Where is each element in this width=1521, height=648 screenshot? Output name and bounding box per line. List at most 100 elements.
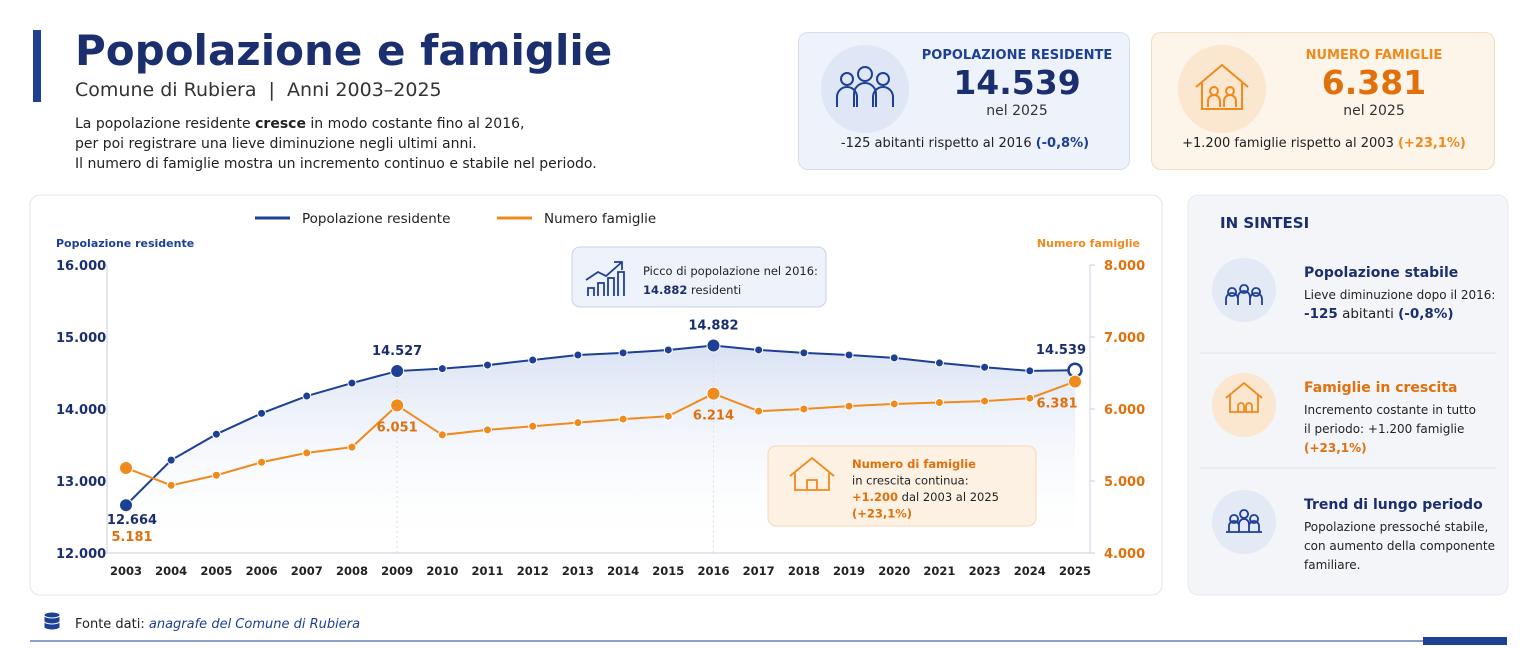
data-point [663,345,673,355]
data-label: 14.539 [1036,343,1086,358]
x-tick-label: 2025 [1059,564,1091,578]
text-run: Incremento costante in tutto [1304,403,1476,417]
data-point [211,429,221,439]
data-label: 5.181 [111,530,152,545]
text-run: abitanti [1338,306,1398,322]
x-tick-label: 2024 [1014,564,1046,578]
data-point [257,457,267,467]
x-tick-label: 2003 [110,564,142,578]
data-point [257,408,267,418]
data-point [347,442,357,452]
summary-icon-bg [1212,258,1276,322]
text-run: Lieve diminuzione dopo il 2016: [1304,288,1495,302]
page-title: Popolazione e famiglie [75,26,613,75]
y-axis-title: Popolazione residente [56,237,194,250]
y2-tick-label: 7.000 [1104,331,1145,346]
text-run: familiare. [1304,558,1361,572]
text-run: in crescita continua: [852,474,969,488]
data-point [934,398,944,408]
x-tick-label: 2021 [923,564,955,578]
data-point [573,418,583,428]
description: La popolazione residente cresce in modo … [75,114,597,174]
x-tick-label: 2018 [788,564,820,578]
accent-bar [33,30,41,102]
data-point [618,348,628,358]
x-tick-label: 2020 [878,564,910,578]
summary-icon [1225,381,1263,413]
text-run: -125 [1304,306,1338,322]
data-point [799,404,809,414]
text-run: Popolazione pressoché stabile, [1304,520,1488,534]
x-tick-label: 2019 [833,564,865,578]
data-point [980,362,990,372]
y2-tick-label: 8.000 [1104,259,1145,274]
text-run: dal 2003 al 2025 [898,490,999,504]
description-line: Il numero di famiglie mostra un incremen… [75,154,597,174]
page-subtitle: Comune di Rubiera | Anni 2003–2025 [75,79,442,101]
x-tick-label: 2023 [969,564,1001,578]
y-tick-label: 12.000 [56,547,106,562]
data-point [483,360,493,370]
x-tick-label: 2010 [426,564,458,578]
data-point [889,399,899,409]
annotation-text: (+23,1%) [852,507,912,521]
data-point [1025,393,1035,403]
icon-shape [789,456,835,491]
data-point [166,455,176,465]
series-line [125,380,1076,487]
x-tick-label: 2015 [652,564,684,578]
annotation-text: in crescita continua: [852,474,969,488]
x-tick-label: 2011 [472,564,504,578]
text-run: La popolazione residente [75,116,256,132]
data-point [119,498,133,513]
text-run: (+23,1%) [1304,441,1367,455]
text-run: +1.200 famiglie rispetto al 2003 [1182,136,1398,151]
annotation-text: Numero di famiglie [852,457,976,471]
summary-icon-bg [1212,490,1276,554]
card-sub: nel 2025 [1343,103,1405,119]
x-tick-label: 2006 [246,564,278,578]
source-text: Fonte dati: anagrafe del Comune di Rubie… [75,617,360,632]
summary-item-title: Trend di lungo periodo [1304,497,1483,513]
data-label: 6.214 [693,409,734,424]
icon [821,45,909,133]
summary-text: familiare. [1304,558,1361,572]
y-tick-label: 14.000 [56,403,106,418]
y2-tick-label: 6.000 [1104,403,1145,418]
summary-text: con aumento della componente [1304,539,1495,553]
x-tick-label: 2014 [607,564,639,578]
summary-item-title: Famiglie in crescita [1304,380,1457,396]
data-point [390,364,405,379]
data-point [934,358,944,368]
x-tick-label: 2009 [381,564,413,578]
card-note: -125 abitanti rispetto al 2016 (-0,8%) [799,136,1131,151]
summary-text: Popolazione pressoché stabile, [1304,520,1488,534]
data-point [844,350,854,360]
annotation-text: 14.882 residenti [643,283,741,297]
data-point [573,350,583,360]
data-point [528,355,538,365]
x-tick-label: 2005 [200,564,232,578]
annotation-box [571,246,827,308]
text-run: il periodo: +1.200 famiglie [1304,422,1464,436]
data-point [754,345,764,355]
data-label: 6.051 [377,420,418,435]
y-tick-label: 16.000 [56,259,106,274]
summary-icon [1225,284,1263,305]
text-run: Il numero di famiglie mostra un incremen… [75,156,597,172]
x-tick-label: 2004 [155,564,187,578]
text-run: residenti [687,283,741,297]
icon-shape [585,261,625,296]
summary-text: il periodo: +1.200 famiglie [1304,422,1464,436]
x-tick-label: 2007 [291,564,323,578]
data-point [980,396,990,406]
summary-icon [1226,509,1262,533]
data-point [844,401,854,411]
x-tick-label: 2012 [517,564,549,578]
text-run: cresce [255,116,306,132]
data-point [663,411,673,421]
data-point [483,425,493,435]
data-point [889,353,899,363]
series-line [125,344,1076,506]
description-line: La popolazione residente cresce in modo … [75,114,597,134]
